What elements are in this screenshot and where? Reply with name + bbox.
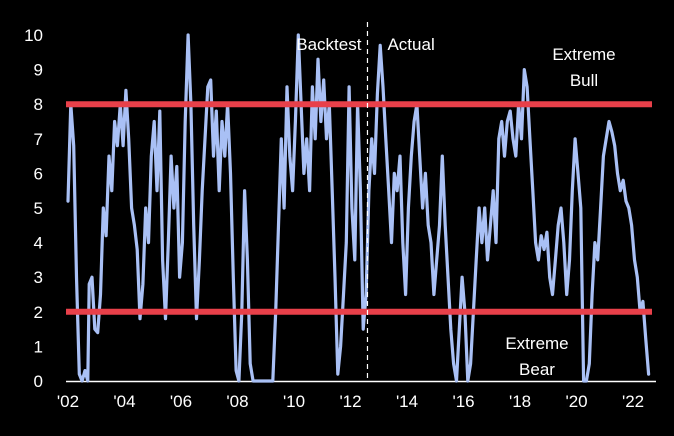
y-tick-label: 4 <box>34 234 43 253</box>
x-axis-tick-labels: '02 '04 '06 '08 '10 '12 '14 '16 '18 '20 '22 <box>57 392 644 411</box>
threshold-label: Bear <box>519 360 555 379</box>
x-tick-label: '02 <box>57 392 79 411</box>
y-tick-label: 3 <box>34 268 43 287</box>
x-tick-label: '06 <box>170 392 192 411</box>
y-tick-label: 10 <box>24 26 43 45</box>
actual-label: Actual <box>387 35 434 54</box>
x-tick-label: '14 <box>396 392 418 411</box>
x-tick-label: '04 <box>113 392 135 411</box>
y-tick-label: 8 <box>34 95 43 114</box>
x-tick-label: '08 <box>226 392 248 411</box>
y-tick-label: 9 <box>34 61 43 80</box>
x-tick-label: '18 <box>509 392 531 411</box>
threshold-layer <box>66 101 652 315</box>
backtest-label: Backtest <box>296 35 361 54</box>
threshold-label: Bull <box>570 71 598 90</box>
y-tick-label: 0 <box>34 372 43 391</box>
x-tick-label: '22 <box>622 392 644 411</box>
y-tick-label: 5 <box>34 199 43 218</box>
x-tick-label: '16 <box>452 392 474 411</box>
y-tick-label: 6 <box>34 164 43 183</box>
x-tick-label: '20 <box>565 392 587 411</box>
threshold-label: Extreme <box>552 45 615 64</box>
series-layer <box>66 33 651 383</box>
y-tick-label: 1 <box>34 337 43 356</box>
series-line <box>66 33 651 383</box>
y-tick-label: 2 <box>34 303 43 322</box>
y-axis-tick-labels: 0 1 2 3 4 5 6 7 8 9 10 <box>24 26 43 391</box>
threshold-label: Extreme <box>505 334 568 353</box>
x-tick-label: '12 <box>339 392 361 411</box>
threshold-labels: Extreme Bull Extreme Bear <box>505 45 615 379</box>
y-tick-label: 7 <box>34 130 43 149</box>
x-tick-label: '10 <box>283 392 305 411</box>
